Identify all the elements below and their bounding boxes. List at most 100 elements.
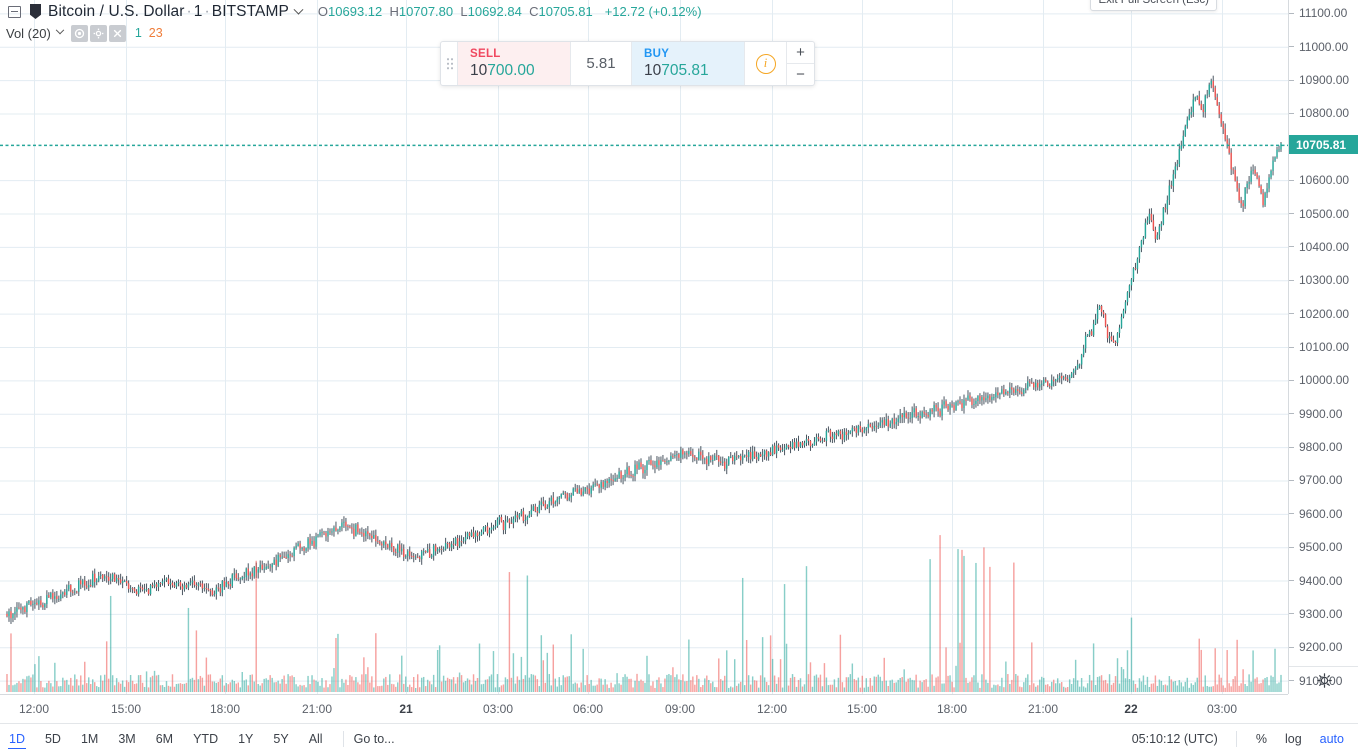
- range-button-5y[interactable]: 5Y: [273, 732, 289, 746]
- price-tick-label: 10900.00: [1299, 73, 1350, 88]
- current-price-badge: 10705.81: [1289, 135, 1358, 155]
- range-button-ytd[interactable]: YTD: [193, 732, 219, 746]
- tick-mark: [1289, 46, 1294, 48]
- sell-price-suffix: 700.00: [487, 62, 535, 79]
- info-circle-icon[interactable]: i: [744, 42, 786, 85]
- price-tick-label: 9900.00: [1299, 406, 1343, 421]
- tick-mark: [1289, 580, 1294, 582]
- tick-mark: [1289, 646, 1294, 648]
- price-tick-label: 10300.00: [1299, 273, 1350, 288]
- price-tick-label: 11100.00: [1299, 6, 1348, 21]
- scale-option-auto[interactable]: auto: [1319, 732, 1344, 746]
- time-tick-label: 18:00: [209, 702, 241, 716]
- sell-label: SELL: [470, 48, 501, 60]
- range-button-3m[interactable]: 3M: [118, 732, 136, 746]
- range-button-all[interactable]: All: [308, 732, 323, 746]
- time-tick-label: 12:00: [18, 702, 50, 716]
- time-tick-label: 09:00: [664, 702, 696, 716]
- tick-mark: [1289, 112, 1294, 114]
- chart-canvas[interactable]: [0, 0, 1288, 694]
- sell-price-prefix: 10: [470, 62, 488, 79]
- price-tick: 10400.00: [1289, 239, 1358, 255]
- drag-handle-icon[interactable]: [441, 42, 458, 85]
- scale-option-percent[interactable]: %: [1255, 732, 1267, 746]
- price-tick: 10200.00: [1289, 306, 1358, 322]
- scale-option-log[interactable]: log: [1284, 732, 1302, 746]
- price-tick: 11100.00: [1289, 5, 1358, 21]
- price-tick: 10800.00: [1289, 105, 1358, 121]
- price-tick: 9400.00: [1289, 573, 1358, 589]
- range-selector: 1D 5D 1M 3M 6M YTD 1Y 5Y All: [0, 730, 333, 749]
- sell-price: 10700.00: [470, 61, 556, 80]
- time-tick-label: 15:00: [846, 702, 878, 716]
- price-tick-label: 9500.00: [1299, 540, 1343, 555]
- tick-mark: [1289, 346, 1294, 348]
- time-tick-label: 21:00: [1027, 702, 1059, 716]
- range-button-6m[interactable]: 6M: [155, 732, 174, 746]
- clock-label: 05:10:12 (UTC): [1131, 732, 1218, 746]
- tick-mark: [1289, 12, 1294, 14]
- range-button-1d[interactable]: 1D: [8, 730, 26, 749]
- buy-price: 10705.81: [644, 61, 730, 80]
- price-tick: 10900.00: [1289, 72, 1358, 88]
- price-tick: 9700.00: [1289, 472, 1358, 488]
- time-tick-label: 12:00: [756, 702, 788, 716]
- tick-mark: [1289, 546, 1294, 548]
- price-tick-label: 9400.00: [1299, 573, 1343, 588]
- sell-button[interactable]: SELL 10700.00: [458, 42, 570, 85]
- bottom-toolbar: 1D 5D 1M 3M 6M YTD 1Y 5Y All Go to... 05:10:12 (…: [0, 723, 1358, 754]
- time-tick-label: 21: [399, 702, 413, 716]
- tick-mark: [1289, 246, 1294, 248]
- price-tick-label: 11000.00: [1299, 39, 1349, 54]
- time-tick-label: 22: [1124, 702, 1138, 716]
- price-tick-label: 10600.00: [1299, 173, 1350, 188]
- price-tick-label: 9200.00: [1299, 640, 1343, 655]
- spread-value: 5.81: [570, 42, 632, 85]
- quantity-stepper[interactable]: + −: [786, 42, 814, 85]
- divider: [342, 731, 344, 747]
- price-tick-label: 9700.00: [1299, 473, 1343, 488]
- price-tick: 11000.00: [1289, 39, 1358, 55]
- price-tick: 10600.00: [1289, 172, 1358, 188]
- tick-mark: [1289, 179, 1294, 181]
- time-scale[interactable]: 12:00 15:00 18:00 21:00 21 03:00 06:00 09:00 12:…: [0, 694, 1288, 723]
- price-tick: 9500.00: [1289, 539, 1358, 555]
- price-tick-label: 10500.00: [1299, 206, 1350, 221]
- price-tick-label: 9300.00: [1299, 606, 1343, 621]
- time-tick-label: 21:00: [301, 702, 333, 716]
- time-tick-label: 15:00: [110, 702, 142, 716]
- price-scale[interactable]: 11100.00 11000.00 10900.00 10800.00 10600.00…: [1288, 0, 1358, 694]
- tick-mark: [1289, 379, 1294, 381]
- chart-series: [0, 75, 1288, 692]
- trade-panel[interactable]: SELL 10700.00 5.81 BUY 10705.81 i + −: [440, 41, 815, 86]
- tick-mark: [1289, 513, 1294, 515]
- price-tick: 9200.00: [1289, 639, 1358, 655]
- price-tick-label: 10200.00: [1299, 306, 1350, 321]
- tick-mark: [1289, 213, 1294, 215]
- time-tick-label: 03:00: [1206, 702, 1238, 716]
- price-tick: 9300.00: [1289, 606, 1358, 622]
- time-tick-label: 03:00: [482, 702, 514, 716]
- decrease-button[interactable]: −: [796, 66, 805, 83]
- price-tick-label: 10000.00: [1299, 373, 1350, 388]
- range-button-1m[interactable]: 1M: [80, 732, 99, 746]
- range-button-1y[interactable]: 1Y: [238, 732, 254, 746]
- tick-mark: [1289, 413, 1294, 415]
- tick-mark: [1289, 479, 1294, 481]
- price-tick-label: 9600.00: [1299, 506, 1343, 521]
- tick-mark: [1289, 79, 1294, 81]
- goto-button[interactable]: Go to...: [353, 732, 395, 746]
- settings-gear-icon[interactable]: [1289, 666, 1358, 694]
- tick-mark: [1289, 279, 1294, 281]
- tick-mark: [1289, 613, 1294, 615]
- price-tick-label: 9800.00: [1299, 440, 1343, 455]
- price-tick: 10100.00: [1289, 339, 1358, 355]
- buy-button[interactable]: BUY 10705.81: [632, 42, 744, 85]
- chart-gridlines: [0, 0, 1288, 694]
- range-button-5d[interactable]: 5D: [44, 732, 61, 746]
- time-tick-label: 06:00: [572, 702, 604, 716]
- increase-button[interactable]: +: [787, 42, 814, 64]
- exit-fullscreen-tooltip: Exit Full Screen (Esc): [1090, 0, 1217, 11]
- divider: [1235, 731, 1237, 747]
